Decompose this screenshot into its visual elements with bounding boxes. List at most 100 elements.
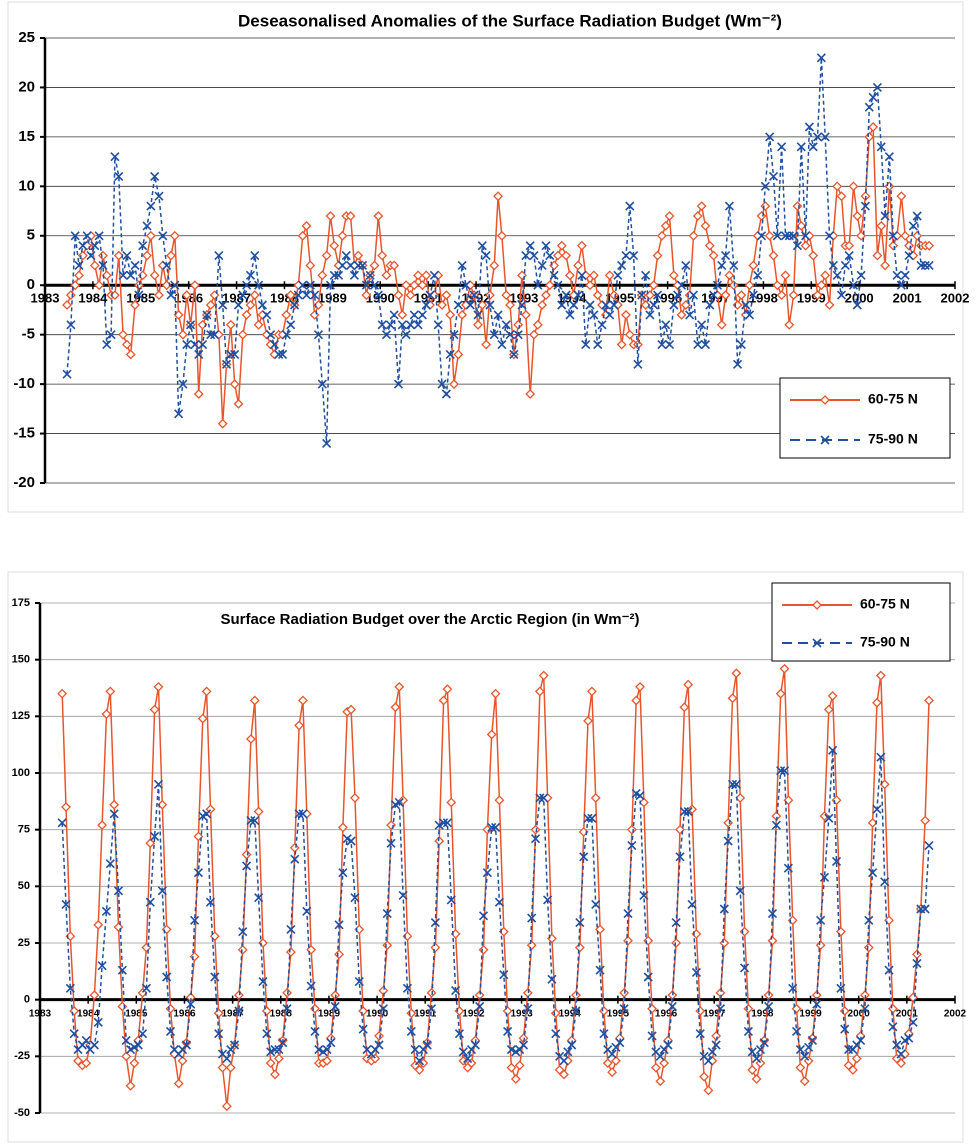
data-point [561,290,571,300]
data-point [486,729,497,740]
data-point [310,1026,320,1036]
data-point [607,1049,617,1059]
data-point [162,972,172,982]
data-point [727,779,738,789]
data-point [627,840,637,851]
data-point [221,359,232,369]
data-point [824,813,834,823]
data-point [579,852,589,862]
data-point [527,913,537,923]
data-point [503,1026,513,1036]
data-point [506,1062,517,1073]
data-point [430,918,440,928]
data-point [446,895,456,905]
data-point [101,906,112,916]
data-point [912,958,922,968]
data-point [724,201,734,211]
data-point [655,1076,666,1087]
data-point [844,250,854,261]
data-point [831,856,842,866]
data-point [657,339,667,350]
data-point [792,241,802,251]
data-point [856,1035,866,1046]
data-point [545,250,555,261]
data-point [695,1029,705,1039]
data-point [525,389,536,399]
data-point [198,339,208,350]
data-point [631,695,642,706]
data-point [129,1058,140,1069]
data-point [389,260,400,271]
data-point [445,309,456,320]
data-point [635,681,645,692]
data-point [245,300,256,310]
legend-box [771,582,951,662]
data-point [739,963,750,973]
data-point [177,1055,188,1066]
data-point [229,1040,240,1050]
data-point [715,1004,726,1014]
data-point [668,270,679,281]
data-point [896,280,906,290]
x-tick-label: 2000 [845,291,874,306]
data-point [767,935,778,946]
data-point [721,250,731,261]
data-point [912,230,923,241]
data-point [257,300,268,310]
data-point [301,220,312,231]
data-point [505,300,515,310]
data-point [521,250,531,261]
data-point [815,940,826,951]
data-point [241,849,252,860]
data-point [795,1044,805,1055]
data-point [178,379,188,389]
data-point [401,280,412,291]
data-point [920,815,931,826]
data-point [146,201,156,211]
data-point [624,329,635,340]
data-point [651,1062,661,1073]
data-point [587,813,597,823]
data-point [784,319,795,330]
data-point [765,132,775,142]
data-point [74,260,84,271]
data-point [262,1029,272,1039]
data-point [485,290,495,301]
data-point [537,300,548,310]
data-point [266,330,276,340]
data-point [190,339,200,350]
data-point [792,201,803,212]
data-point [173,1078,184,1089]
data-point [816,280,827,291]
chart-0: -20-15-10-505101520251983198419851986198… [13,11,969,490]
data-point [465,280,476,291]
data-point [537,260,547,271]
data-point [768,171,779,182]
data-point [739,926,750,937]
x-tick-label: 1997 [703,1008,726,1019]
data-point [446,797,457,808]
data-point [656,230,667,241]
data-point [847,1065,858,1075]
data-point [820,132,830,142]
data-point [485,300,495,310]
data-point [663,1040,673,1050]
x-tick-label: 1998 [749,291,778,306]
data-point [302,906,312,916]
data-point [145,230,156,241]
data-point [565,270,575,281]
x-tick-label: 2002 [944,1008,967,1019]
data-point [700,339,711,350]
data-point [775,688,786,699]
data-point [638,797,649,808]
data-point [619,1004,629,1014]
data-point [369,280,380,290]
data-point [804,122,814,132]
data-point [752,1054,762,1064]
data-point [438,695,449,706]
data-point [57,688,68,699]
data-point [150,831,160,842]
data-point [414,1056,425,1066]
data-point [506,1044,517,1055]
data-point [122,250,132,261]
